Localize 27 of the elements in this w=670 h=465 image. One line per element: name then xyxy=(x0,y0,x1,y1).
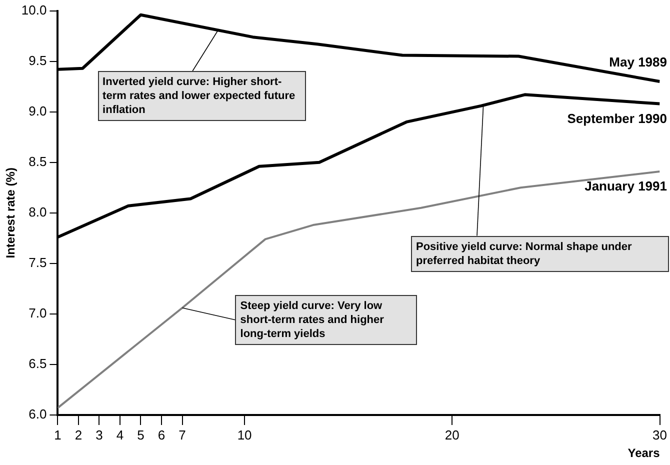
y-axis-title: Interest rate (%) xyxy=(4,168,18,258)
y-tick-label: 9.0 xyxy=(28,103,47,118)
x-tick-label: 7 xyxy=(178,427,186,442)
series-label: January 1991 xyxy=(584,178,667,194)
x-tick-label: 5 xyxy=(137,427,144,442)
x-tick-label: 4 xyxy=(116,427,124,442)
x-tick-label: 30 xyxy=(652,427,668,442)
series-label: September 1990 xyxy=(567,110,667,126)
x-tick-label: 20 xyxy=(444,427,460,442)
x-tick-label: 10 xyxy=(237,427,252,442)
y-tick-label: 6.5 xyxy=(28,356,47,372)
y-tick-label: 7.0 xyxy=(28,306,47,321)
series-label: May 1989 xyxy=(609,54,667,70)
y-tick-label: 10.0 xyxy=(21,2,47,18)
x-axis-title: Years xyxy=(628,446,660,460)
callout-box: Inverted yield curve: Higher short-term rates and lower expected future inflation xyxy=(98,71,306,121)
y-tick-label: 7.5 xyxy=(28,255,47,270)
x-tick-label: 6 xyxy=(158,427,166,442)
callout-box: Steep yield curve: Very low short-term rates and higher long-term yields xyxy=(235,294,418,345)
y-tick-label: 8.0 xyxy=(28,204,47,220)
x-tick-label: 2 xyxy=(74,427,82,442)
x-tick-label: 1 xyxy=(54,427,62,442)
x-tick-label: 3 xyxy=(96,427,103,442)
callout-box: Positive yield curve: Normal shape under preferred habitat theory xyxy=(411,236,669,272)
y-tick-label: 8.5 xyxy=(28,154,47,169)
y-tick-label: 6.0 xyxy=(28,406,47,422)
y-tick-label: 9.5 xyxy=(28,52,47,68)
